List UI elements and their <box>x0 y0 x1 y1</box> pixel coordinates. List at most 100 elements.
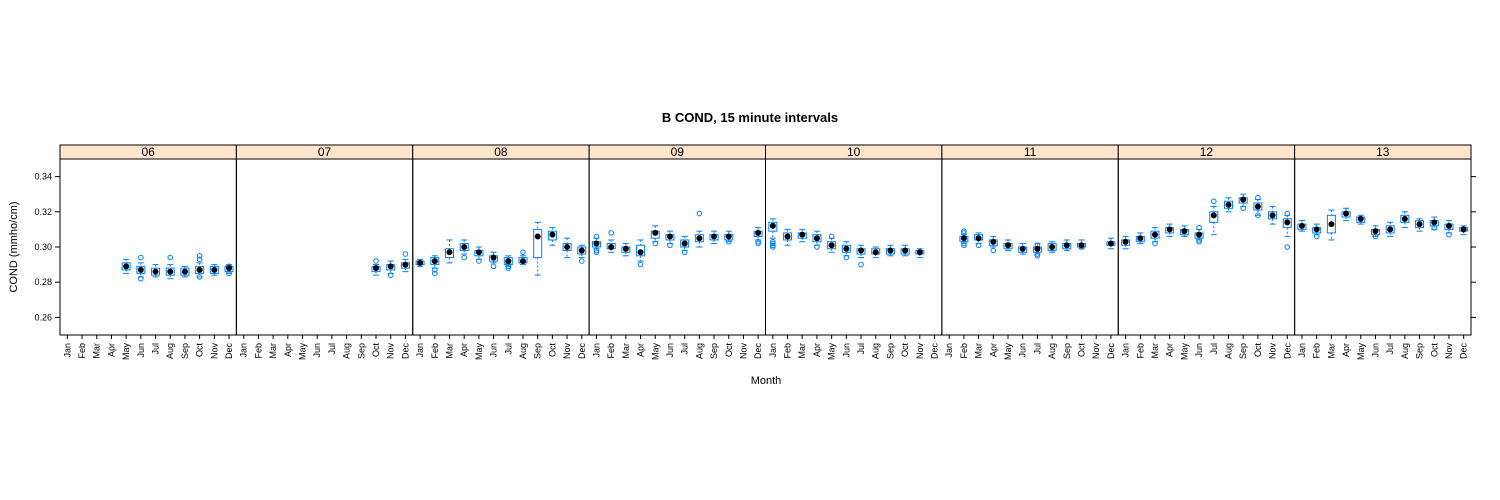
outlier-point <box>593 247 600 254</box>
x-tick-label: Mar <box>1326 343 1336 359</box>
x-tick-label: Apr <box>1341 343 1351 357</box>
median-dot <box>1049 244 1056 250</box>
median-dot <box>1078 242 1085 249</box>
outlier-point <box>402 251 409 257</box>
x-tick-label: Aug <box>518 343 528 359</box>
median-dot <box>137 266 144 273</box>
x-tick-label: Mar <box>621 343 631 359</box>
median-dot <box>813 235 820 242</box>
x-tick-label: Jan <box>62 343 72 358</box>
iqr-box <box>768 221 778 232</box>
x-tick-label: May <box>1003 343 1013 361</box>
median-dot <box>843 245 850 252</box>
x-tick-label: Feb <box>253 343 263 359</box>
median-dot <box>181 268 188 275</box>
iqr-box <box>1282 218 1292 229</box>
x-tick-label: Feb <box>1135 343 1145 359</box>
iqr-box <box>636 244 646 257</box>
x-tick-label: May <box>1356 343 1366 361</box>
median-dot <box>431 258 438 265</box>
x-tick-label: Apr <box>283 343 293 357</box>
x-tick-label: Feb <box>959 343 969 359</box>
y-tick-label: 0.34 <box>34 172 52 182</box>
median-dot <box>858 247 865 254</box>
x-tick-label: Dec <box>753 343 763 360</box>
panel-strip-label: 10 <box>847 145 861 159</box>
median-dot <box>1196 231 1203 238</box>
median-dot <box>1063 242 1070 249</box>
x-tick-label: Sep <box>1415 343 1425 359</box>
x-tick-label: Jul <box>503 343 513 355</box>
x-axis-label: Month <box>751 375 782 387</box>
outlier-point <box>373 258 379 264</box>
outlier-point <box>990 247 997 254</box>
x-tick-label: Feb <box>1312 343 1322 359</box>
median-dot <box>916 249 923 256</box>
median-dot <box>1225 201 1232 208</box>
panel-frame <box>1117 158 1296 336</box>
x-tick-label: Jun <box>841 343 851 358</box>
iqr-box <box>1400 214 1410 223</box>
iqr-box <box>1150 230 1160 239</box>
x-tick-label: Nov <box>386 343 396 360</box>
outlier-point <box>505 265 512 271</box>
outlier-point <box>196 274 203 280</box>
iqr-box <box>165 267 175 276</box>
iqr-box <box>1268 211 1278 220</box>
median-dot <box>1298 222 1305 229</box>
x-tick-label: May <box>650 343 660 361</box>
outlier-point <box>578 258 585 264</box>
x-tick-label: Jun <box>1018 343 1028 358</box>
outlier-point <box>1255 194 1261 201</box>
median-dot <box>828 242 835 249</box>
x-tick-label: Oct <box>1077 343 1087 358</box>
panel-strip-label: 07 <box>318 145 332 159</box>
outlier-point <box>770 240 776 247</box>
x-tick-label: Mar <box>797 343 807 359</box>
x-tick-label: Dec <box>930 343 940 360</box>
outlier-point <box>490 263 497 270</box>
iqr-box <box>812 234 822 243</box>
iqr-box <box>533 228 543 259</box>
outlier-point <box>1034 253 1041 259</box>
iqr-box <box>121 262 131 271</box>
median-dot <box>769 222 776 229</box>
panel-strip-label: 06 <box>142 145 156 159</box>
x-tick-label: May <box>827 343 837 361</box>
iqr-box <box>1326 214 1336 234</box>
x-tick-label: Jan <box>591 343 601 358</box>
x-tick-label: Apr <box>636 343 646 357</box>
median-dot <box>975 235 982 242</box>
x-tick-label: Nov <box>562 343 572 360</box>
outlier-point <box>652 240 659 247</box>
x-tick-label: Jan <box>1121 343 1131 358</box>
x-tick-label: Oct <box>724 343 734 358</box>
x-tick-label: Jun <box>665 343 675 358</box>
median-dot <box>490 254 497 261</box>
iqr-box <box>1415 220 1425 229</box>
outlier-point <box>138 254 144 261</box>
x-tick-label: Feb <box>606 343 616 359</box>
x-tick-label: Aug <box>342 343 352 359</box>
x-tick-label: Mar <box>1150 343 1160 359</box>
panel-strip-label: 12 <box>1200 145 1214 159</box>
outlier-point <box>1313 233 1320 240</box>
x-tick-label: Sep <box>180 343 190 359</box>
x-tick-label: Sep <box>1238 343 1248 359</box>
x-tick-label: Apr <box>812 343 822 357</box>
x-tick-label: Jun <box>312 343 322 358</box>
outlier-point <box>196 253 203 259</box>
median-dot <box>990 238 997 245</box>
iqr-box <box>1253 202 1263 211</box>
median-dot <box>1151 231 1158 238</box>
iqr-box <box>209 265 219 274</box>
median-dot <box>549 231 556 238</box>
median-dot <box>446 249 453 256</box>
median-dot <box>1445 222 1452 229</box>
outlier-point <box>843 254 850 261</box>
panel-frame <box>765 158 943 336</box>
x-tick-label: Apr <box>988 343 998 357</box>
x-tick-label: Jul <box>1209 343 1219 355</box>
x-tick-label: Nov <box>1091 343 1101 360</box>
